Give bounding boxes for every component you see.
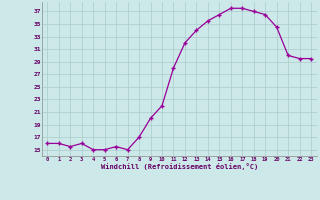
X-axis label: Windchill (Refroidissement éolien,°C): Windchill (Refroidissement éolien,°C) bbox=[100, 163, 258, 170]
